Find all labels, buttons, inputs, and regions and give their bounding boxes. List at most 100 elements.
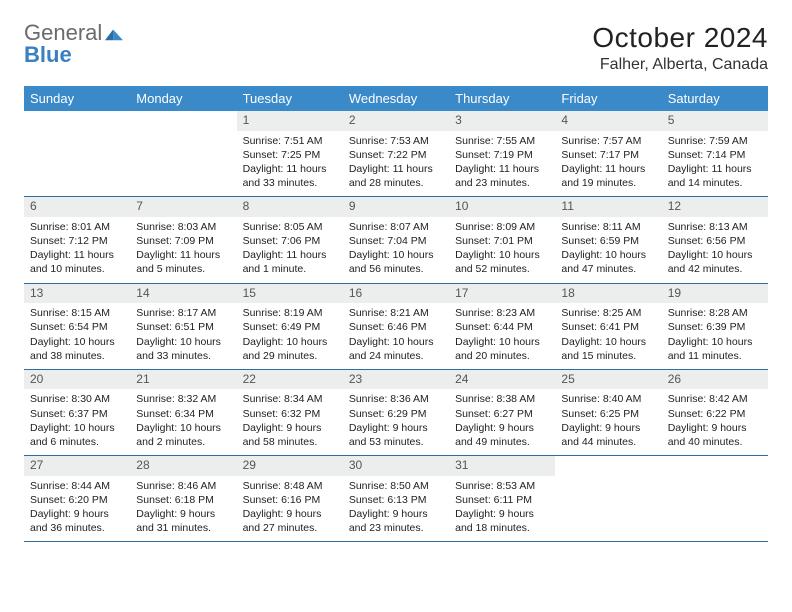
calendar-body: 1Sunrise: 7:51 AMSunset: 7:25 PMDaylight… — [24, 111, 768, 542]
sunset-text: Sunset: 7:09 PM — [136, 234, 230, 248]
day-details: Sunrise: 8:09 AMSunset: 7:01 PMDaylight:… — [449, 217, 555, 283]
day-number: 24 — [449, 370, 555, 390]
calendar-row: 6Sunrise: 8:01 AMSunset: 7:12 PMDaylight… — [24, 197, 768, 283]
daylight-text: Daylight: 9 hours and 58 minutes. — [243, 421, 337, 449]
day-number: 14 — [130, 284, 236, 304]
daylight-text: Daylight: 10 hours and 11 minutes. — [668, 335, 762, 363]
sunset-text: Sunset: 6:16 PM — [243, 493, 337, 507]
day-details: Sunrise: 8:34 AMSunset: 6:32 PMDaylight:… — [237, 389, 343, 455]
sunrise-text: Sunrise: 8:46 AM — [136, 479, 230, 493]
daylight-text: Daylight: 11 hours and 14 minutes. — [668, 162, 762, 190]
day-number: 9 — [343, 197, 449, 217]
sunrise-text: Sunrise: 8:05 AM — [243, 220, 337, 234]
calendar-cell: 24Sunrise: 8:38 AMSunset: 6:27 PMDayligh… — [449, 369, 555, 455]
day-details: Sunrise: 8:23 AMSunset: 6:44 PMDaylight:… — [449, 303, 555, 369]
calendar-cell: 29Sunrise: 8:48 AMSunset: 6:16 PMDayligh… — [237, 456, 343, 542]
calendar-cell — [130, 111, 236, 197]
sunrise-text: Sunrise: 8:38 AM — [455, 392, 549, 406]
daylight-text: Daylight: 11 hours and 10 minutes. — [30, 248, 124, 276]
daylight-text: Daylight: 9 hours and 31 minutes. — [136, 507, 230, 535]
daylight-text: Daylight: 10 hours and 38 minutes. — [30, 335, 124, 363]
calendar-cell: 19Sunrise: 8:28 AMSunset: 6:39 PMDayligh… — [662, 283, 768, 369]
day-details: Sunrise: 7:59 AMSunset: 7:14 PMDaylight:… — [662, 131, 768, 197]
day-details: Sunrise: 8:38 AMSunset: 6:27 PMDaylight:… — [449, 389, 555, 455]
daylight-text: Daylight: 11 hours and 5 minutes. — [136, 248, 230, 276]
sunrise-text: Sunrise: 8:34 AM — [243, 392, 337, 406]
day-details: Sunrise: 8:13 AMSunset: 6:56 PMDaylight:… — [662, 217, 768, 283]
sunset-text: Sunset: 6:44 PM — [455, 320, 549, 334]
sunrise-text: Sunrise: 7:53 AM — [349, 134, 443, 148]
sunset-text: Sunset: 7:14 PM — [668, 148, 762, 162]
day-number: 6 — [24, 197, 130, 217]
calendar-cell: 13Sunrise: 8:15 AMSunset: 6:54 PMDayligh… — [24, 283, 130, 369]
sunset-text: Sunset: 6:37 PM — [30, 407, 124, 421]
day-details: Sunrise: 8:15 AMSunset: 6:54 PMDaylight:… — [24, 303, 130, 369]
day-number: 2 — [343, 111, 449, 131]
calendar-cell: 17Sunrise: 8:23 AMSunset: 6:44 PMDayligh… — [449, 283, 555, 369]
sunset-text: Sunset: 7:22 PM — [349, 148, 443, 162]
day-number: 20 — [24, 370, 130, 390]
daylight-text: Daylight: 10 hours and 29 minutes. — [243, 335, 337, 363]
calendar-cell: 1Sunrise: 7:51 AMSunset: 7:25 PMDaylight… — [237, 111, 343, 197]
daylight-text: Daylight: 11 hours and 23 minutes. — [455, 162, 549, 190]
calendar-cell: 18Sunrise: 8:25 AMSunset: 6:41 PMDayligh… — [555, 283, 661, 369]
daylight-text: Daylight: 10 hours and 2 minutes. — [136, 421, 230, 449]
day-number: 16 — [343, 284, 449, 304]
day-number: 4 — [555, 111, 661, 131]
day-details: Sunrise: 8:25 AMSunset: 6:41 PMDaylight:… — [555, 303, 661, 369]
daylight-text: Daylight: 9 hours and 40 minutes. — [668, 421, 762, 449]
calendar-row: 1Sunrise: 7:51 AMSunset: 7:25 PMDaylight… — [24, 111, 768, 197]
logo-text-blue: Blue — [24, 42, 72, 67]
calendar-cell: 30Sunrise: 8:50 AMSunset: 6:13 PMDayligh… — [343, 456, 449, 542]
daylight-text: Daylight: 10 hours and 6 minutes. — [30, 421, 124, 449]
day-header: Wednesday — [343, 86, 449, 111]
calendar-cell — [24, 111, 130, 197]
sunrise-text: Sunrise: 8:50 AM — [349, 479, 443, 493]
logo-triangle-icon — [105, 27, 123, 41]
sunset-text: Sunset: 6:41 PM — [561, 320, 655, 334]
calendar-cell: 23Sunrise: 8:36 AMSunset: 6:29 PMDayligh… — [343, 369, 449, 455]
day-details: Sunrise: 8:01 AMSunset: 7:12 PMDaylight:… — [24, 217, 130, 283]
day-details: Sunrise: 7:55 AMSunset: 7:19 PMDaylight:… — [449, 131, 555, 197]
sunset-text: Sunset: 6:27 PM — [455, 407, 549, 421]
sunrise-text: Sunrise: 8:32 AM — [136, 392, 230, 406]
day-details: Sunrise: 8:42 AMSunset: 6:22 PMDaylight:… — [662, 389, 768, 455]
day-details: Sunrise: 8:30 AMSunset: 6:37 PMDaylight:… — [24, 389, 130, 455]
calendar-cell: 2Sunrise: 7:53 AMSunset: 7:22 PMDaylight… — [343, 111, 449, 197]
calendar-cell: 28Sunrise: 8:46 AMSunset: 6:18 PMDayligh… — [130, 456, 236, 542]
sunrise-text: Sunrise: 8:01 AM — [30, 220, 124, 234]
sunrise-text: Sunrise: 8:17 AM — [136, 306, 230, 320]
calendar-cell: 11Sunrise: 8:11 AMSunset: 6:59 PMDayligh… — [555, 197, 661, 283]
day-number: 25 — [555, 370, 661, 390]
daylight-text: Daylight: 10 hours and 15 minutes. — [561, 335, 655, 363]
day-details: Sunrise: 8:17 AMSunset: 6:51 PMDaylight:… — [130, 303, 236, 369]
day-details: Sunrise: 7:57 AMSunset: 7:17 PMDaylight:… — [555, 131, 661, 197]
sunset-text: Sunset: 6:49 PM — [243, 320, 337, 334]
calendar-cell: 20Sunrise: 8:30 AMSunset: 6:37 PMDayligh… — [24, 369, 130, 455]
day-number: 21 — [130, 370, 236, 390]
sunset-text: Sunset: 6:11 PM — [455, 493, 549, 507]
daylight-text: Daylight: 9 hours and 49 minutes. — [455, 421, 549, 449]
calendar-table: Sunday Monday Tuesday Wednesday Thursday… — [24, 86, 768, 542]
day-header: Thursday — [449, 86, 555, 111]
sunrise-text: Sunrise: 8:09 AM — [455, 220, 549, 234]
day-number: 17 — [449, 284, 555, 304]
day-number: 15 — [237, 284, 343, 304]
daylight-text: Daylight: 9 hours and 18 minutes. — [455, 507, 549, 535]
day-number: 26 — [662, 370, 768, 390]
daylight-text: Daylight: 9 hours and 36 minutes. — [30, 507, 124, 535]
sunrise-text: Sunrise: 7:59 AM — [668, 134, 762, 148]
calendar-row: 13Sunrise: 8:15 AMSunset: 6:54 PMDayligh… — [24, 283, 768, 369]
day-number: 29 — [237, 456, 343, 476]
calendar-cell: 22Sunrise: 8:34 AMSunset: 6:32 PMDayligh… — [237, 369, 343, 455]
sunset-text: Sunset: 6:56 PM — [668, 234, 762, 248]
sunrise-text: Sunrise: 8:19 AM — [243, 306, 337, 320]
daylight-text: Daylight: 10 hours and 52 minutes. — [455, 248, 549, 276]
day-number: 18 — [555, 284, 661, 304]
day-number: 31 — [449, 456, 555, 476]
calendar-cell: 3Sunrise: 7:55 AMSunset: 7:19 PMDaylight… — [449, 111, 555, 197]
sunrise-text: Sunrise: 8:53 AM — [455, 479, 549, 493]
daylight-text: Daylight: 9 hours and 44 minutes. — [561, 421, 655, 449]
sunrise-text: Sunrise: 8:40 AM — [561, 392, 655, 406]
sunset-text: Sunset: 6:25 PM — [561, 407, 655, 421]
